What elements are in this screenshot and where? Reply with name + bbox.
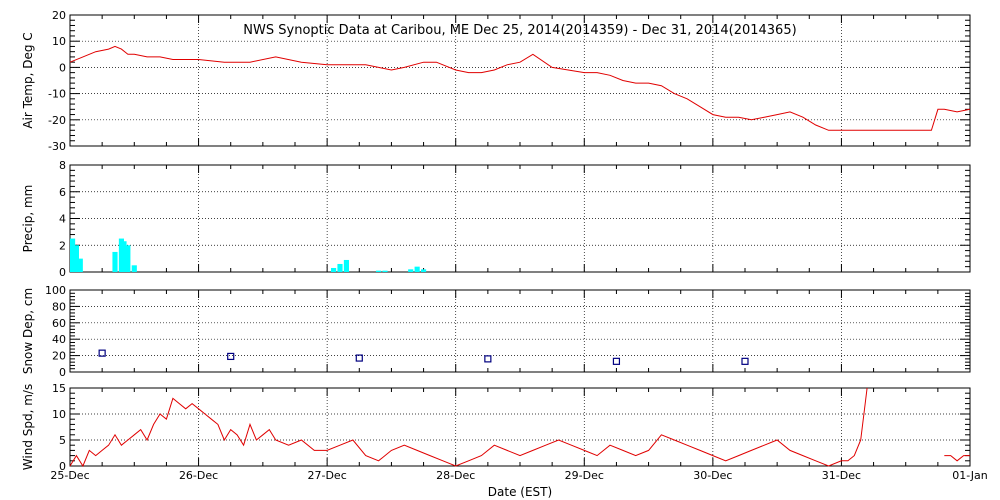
y-tick-label: 20 <box>52 350 66 363</box>
precip-bar <box>77 258 83 272</box>
precip-bar <box>337 263 343 272</box>
y-tick-label: 100 <box>45 284 66 297</box>
y-tick-label: -20 <box>48 114 66 127</box>
x-tick-label: 27-Dec <box>308 469 347 482</box>
y-axis-label: Precip, mm <box>21 185 35 253</box>
x-tick-label: 29-Dec <box>565 469 604 482</box>
x-axis-label: Date (EST) <box>488 485 552 499</box>
y-tick-label: 10 <box>52 35 66 48</box>
x-tick-label: 30-Dec <box>693 469 732 482</box>
precip-bar <box>70 238 76 272</box>
y-tick-label: 8 <box>59 159 66 172</box>
x-tick-label: 31-Dec <box>822 469 861 482</box>
y-tick-label: 6 <box>59 186 66 199</box>
precip-bar <box>414 266 420 272</box>
y-tick-label: -30 <box>48 140 66 153</box>
precip-bar <box>73 245 79 272</box>
y-tick-label: 2 <box>59 239 66 252</box>
precip-bar <box>125 245 131 272</box>
precip-bar <box>131 265 137 272</box>
y-tick-label: 0 <box>59 460 66 473</box>
y-tick-label: 0 <box>59 366 66 379</box>
panel-2: 0 2 4 6 8 Precip, mm <box>21 159 971 279</box>
panel-frame <box>69 289 971 373</box>
y-tick-label: 0 <box>59 61 66 74</box>
y-tick-label: 80 <box>52 300 66 313</box>
precip-bar <box>343 259 349 272</box>
precip-bar <box>121 241 127 272</box>
y-tick-label: 10 <box>52 408 66 421</box>
precip-bar <box>331 267 337 272</box>
snow-depth-point <box>355 354 363 362</box>
y-axis-label: Snow Dep, cm <box>21 288 35 374</box>
y-tick-label: 4 <box>59 213 66 226</box>
precip-bar <box>408 269 414 272</box>
panel-1: -30 -20 -10 0 10 20 Air Temp, Deg C NWS Synopti… <box>21 9 971 153</box>
y-tick-label: -10 <box>48 88 66 101</box>
x-tick-label: 28-Dec <box>436 469 475 482</box>
series-line-1 <box>69 45 971 131</box>
y-axis-label: Air Temp, Deg C <box>21 32 35 128</box>
x-tick-label: 01-Jan <box>952 469 988 482</box>
panel-frame <box>69 387 971 467</box>
snow-depth-point <box>98 349 106 357</box>
precip-bar <box>376 270 382 272</box>
y-axis-label: Wind Spd, m/s <box>21 384 35 470</box>
y-tick-label: 15 <box>52 382 66 395</box>
snow-depth-point <box>741 357 749 365</box>
y-tick-label: 5 <box>59 434 66 447</box>
precip-bar <box>112 251 118 272</box>
y-tick-label: 40 <box>52 333 66 346</box>
panel-4: 0 5 10 15 Wind Spd, m/s 25-Dec 26-Dec 27-Dec 28-… <box>21 382 988 499</box>
panel-3: 0 20 40 60 80 100 Snow Dep, cm <box>21 284 971 379</box>
precip-bar <box>382 270 388 272</box>
snow-depth-point <box>612 357 621 365</box>
y-tick-label: 0 <box>59 266 66 279</box>
chart-title: NWS Synoptic Data at Caribou, ME Dec 25,… <box>243 23 796 38</box>
precip-bar <box>421 269 427 272</box>
x-tick-label: 25-Dec <box>50 469 89 482</box>
y-tick-label: 60 <box>52 317 66 330</box>
snow-depth-point <box>227 352 235 361</box>
snow-depth-point <box>484 355 492 363</box>
x-tick-label: 26-Dec <box>179 469 218 482</box>
y-tick-label: 20 <box>52 9 66 22</box>
series-line-2 <box>944 455 970 462</box>
series-line-1 <box>69 387 868 468</box>
